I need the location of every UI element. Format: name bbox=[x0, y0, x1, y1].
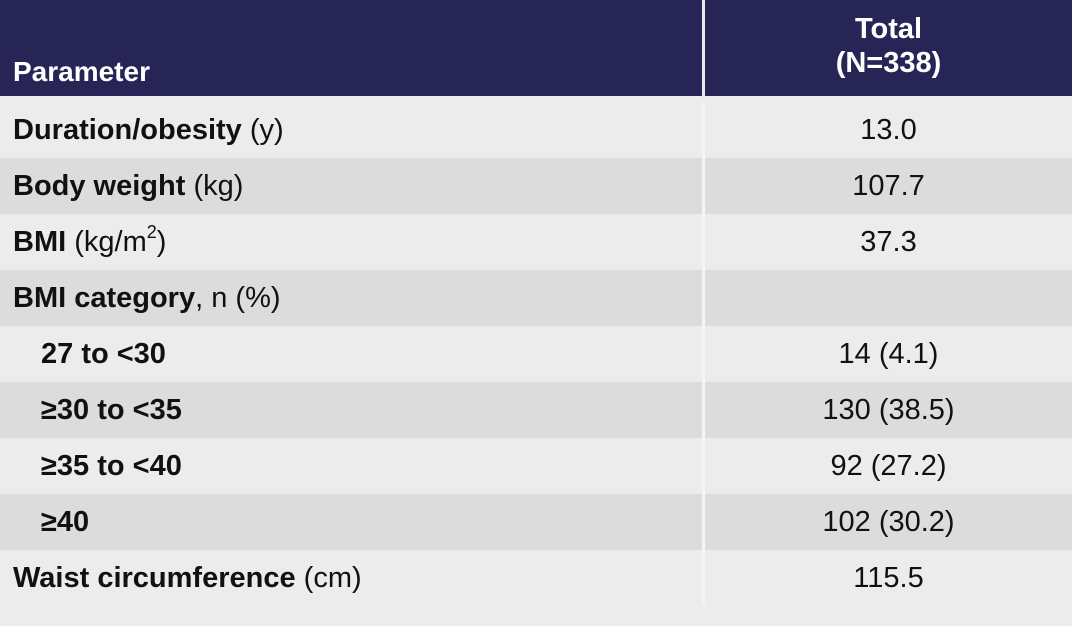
row-label: Waist circumference (cm) bbox=[13, 550, 362, 606]
table-row: ≥40 102 (30.2) bbox=[0, 494, 1072, 550]
row-label-main: BMI category bbox=[13, 282, 196, 314]
header-total-n: (N=338) bbox=[835, 47, 942, 79]
row-value: 13.0 bbox=[860, 114, 917, 146]
table-row: ≥35 to <40 92 (27.2) bbox=[0, 438, 1072, 494]
column-divider bbox=[702, 326, 705, 382]
row-label-unit: , n (%) bbox=[195, 282, 281, 314]
row-value: 102 (30.2) bbox=[822, 506, 955, 538]
row-value: 92 (27.2) bbox=[830, 450, 947, 482]
table-row: 27 to <30 14 (4.1) bbox=[0, 326, 1072, 382]
header-divider bbox=[702, 0, 705, 96]
row-label-unit-pre: (kg/m bbox=[66, 226, 147, 258]
table-row: BMI (kg/m2) 37.3 bbox=[0, 214, 1072, 270]
column-divider bbox=[702, 438, 705, 494]
column-divider bbox=[702, 270, 705, 326]
column-divider bbox=[702, 550, 705, 606]
table-header: Parameter Total (N=338) bbox=[0, 0, 1072, 96]
row-value bbox=[705, 270, 1072, 326]
row-label-main: Waist circumference bbox=[13, 562, 296, 594]
column-divider bbox=[702, 102, 705, 158]
row-label: Duration/obesity (y) bbox=[13, 102, 284, 158]
row-label: 27 to <30 bbox=[41, 326, 166, 382]
row-label: ≥35 to <40 bbox=[41, 438, 182, 494]
row-label-unit: (kg) bbox=[185, 170, 244, 202]
row-label-main: 27 to <30 bbox=[41, 338, 166, 370]
table-row: ≥30 to <35 130 (38.5) bbox=[0, 382, 1072, 438]
table-row: Duration/obesity (y) 13.0 bbox=[0, 102, 1072, 158]
row-label-main: ≥40 bbox=[41, 506, 90, 538]
row-value: 115.5 bbox=[853, 562, 924, 594]
row-label-main: ≥35 to <40 bbox=[41, 450, 182, 482]
table-row: Waist circumference (cm) 115.5 bbox=[0, 550, 1072, 606]
row-label-unit-post: ) bbox=[156, 226, 167, 258]
column-divider bbox=[702, 382, 705, 438]
header-parameter: Parameter bbox=[13, 56, 150, 87]
row-label-unit-sup: 2 bbox=[146, 222, 157, 243]
header-total-label: Total bbox=[854, 13, 923, 45]
row-value: 37.3 bbox=[860, 226, 917, 258]
row-label-main: Duration/obesity bbox=[13, 114, 242, 146]
row-label: ≥40 bbox=[41, 494, 89, 550]
row-label: ≥30 to <35 bbox=[41, 382, 182, 438]
row-value: 130 (38.5) bbox=[822, 394, 955, 426]
column-divider bbox=[702, 158, 705, 214]
table-row: Body weight (kg) 107.7 bbox=[0, 158, 1072, 214]
row-label-unit: (y) bbox=[241, 114, 284, 146]
row-label: BMI (kg/m2) bbox=[13, 214, 166, 270]
column-divider bbox=[702, 494, 705, 550]
row-value: 107.7 bbox=[852, 170, 925, 202]
row-label-main: BMI bbox=[13, 226, 67, 258]
table-row: BMI category, n (%) bbox=[0, 270, 1072, 326]
column-divider bbox=[702, 214, 705, 270]
row-label-main: Body weight bbox=[13, 170, 186, 202]
header-total: Total (N=338) bbox=[705, 12, 1072, 80]
row-value: 14 (4.1) bbox=[838, 338, 939, 370]
row-label: BMI category, n (%) bbox=[13, 270, 281, 326]
row-label-main: ≥30 to <35 bbox=[41, 394, 182, 426]
row-label-unit: (cm) bbox=[295, 562, 362, 594]
row-label: Body weight (kg) bbox=[13, 158, 243, 214]
